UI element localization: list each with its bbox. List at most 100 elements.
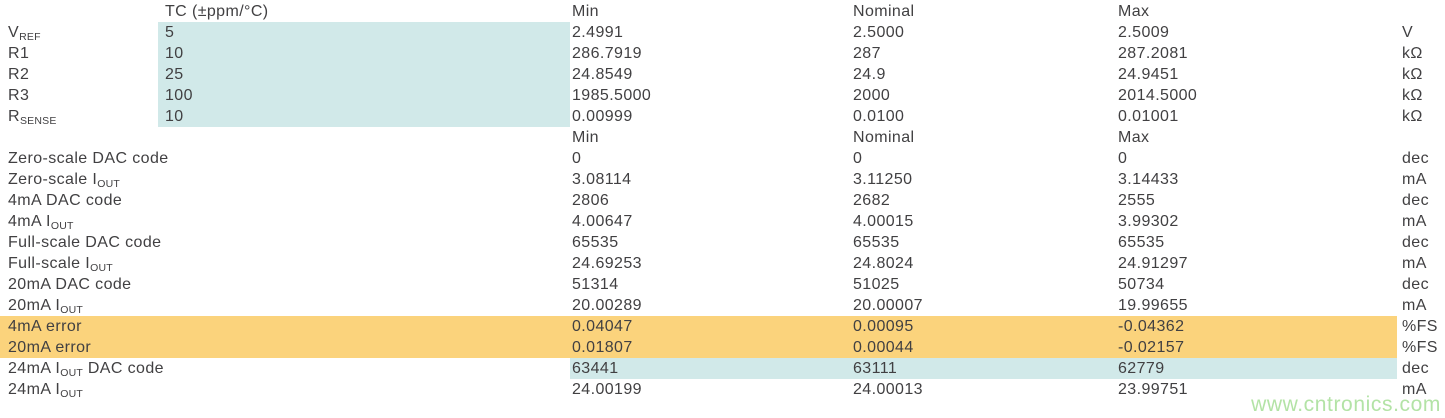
cell-nominal: 20.00007 — [853, 297, 923, 314]
watermark: www.cntronics.com — [1251, 393, 1441, 416]
row-label: 24mA IOUT DAC code — [0, 358, 164, 379]
header-empty-cell — [0, 1, 158, 22]
cell-nominal: 24.8024 — [853, 255, 914, 272]
table-header-row-1: TC (±ppm/°C) Min Nominal Max — [0, 1, 1445, 22]
row-label-subscript: OUT — [90, 262, 113, 274]
cell-nominal: 0.00044 — [852, 337, 1117, 358]
cell-unit: V — [1402, 24, 1414, 41]
column-header-max: Max — [1118, 129, 1150, 146]
cell-max: 3.99302 — [1118, 213, 1179, 230]
cell-max: 62779 — [1117, 358, 1397, 379]
row-label-text: 24mA I — [8, 360, 61, 377]
table-row-full-scale-iout: Full-scale IOUT 24.69253 24.8024 24.9129… — [0, 253, 1445, 274]
cell-tc: 25 — [158, 64, 570, 85]
table-row-4ma-error: 4mA error 0.04047 0.00095 -0.04362 %FS — [0, 316, 1445, 337]
cell-max: 50734 — [1118, 276, 1165, 293]
row-label-text: 20mA I — [8, 297, 61, 314]
row-label-suffix: DAC code — [82, 360, 164, 377]
cell-nominal: 287 — [853, 45, 881, 62]
row-label-subscript: SENSE — [19, 115, 57, 127]
cell-max: 24.91297 — [1118, 255, 1188, 272]
row-label: R1 — [0, 43, 158, 64]
row-label-text: R — [8, 108, 20, 125]
cell-tc — [158, 169, 570, 190]
row-label-text: Zero-scale I — [8, 171, 98, 188]
table-row-zero-scale-iout: Zero-scale IOUT 3.08114 3.11250 3.14433 … — [0, 169, 1445, 190]
cell-max: 2014.5000 — [1118, 87, 1198, 104]
table-row-4ma-iout: 4mA IOUT 4.00647 4.00015 3.99302 mA — [0, 211, 1445, 232]
row-label-subscript: OUT — [60, 388, 83, 400]
cell-unit: mA — [1402, 171, 1427, 188]
cell-nominal: 3.11250 — [853, 171, 913, 188]
cell-max: 23.99751 — [1118, 381, 1188, 398]
row-label-text: R1 — [8, 45, 30, 62]
row-label-subscript: OUT — [60, 304, 83, 316]
row-label: RSENSE — [0, 106, 158, 127]
cell-unit: mA — [1402, 297, 1427, 314]
cell-unit: kΩ — [1402, 66, 1423, 83]
row-label-text: 20mA DAC code — [8, 276, 132, 293]
cell-tc — [158, 148, 570, 169]
row-label-subscript: OUT — [97, 178, 121, 190]
row-label: Zero-scale DAC code — [0, 148, 168, 169]
row-label: 4mA IOUT — [0, 211, 158, 232]
cell-max: 0 — [1118, 150, 1128, 167]
cell-unit: kΩ — [1402, 45, 1423, 62]
cell-max: 2555 — [1118, 192, 1156, 209]
cell-min: 0.04047 — [570, 316, 852, 337]
cell-tc — [158, 337, 570, 358]
table-row-full-scale-dac-code: Full-scale DAC code 65535 65535 65535 de… — [0, 232, 1445, 253]
row-label-text: R3 — [8, 87, 30, 104]
cell-unit: dec — [1402, 234, 1429, 251]
cell-min: 0.01807 — [570, 337, 852, 358]
cell-min: 1985.5000 — [572, 87, 652, 104]
cell-min: 24.69253 — [572, 255, 642, 272]
cell-tc — [158, 274, 570, 295]
row-label: 20mA error — [0, 337, 158, 358]
cell-nominal: 2.5000 — [853, 24, 905, 41]
table-row-24ma-iout: 24mA IOUT 24.00199 24.00013 23.99751 mA — [0, 379, 1445, 400]
column-header-nominal: Nominal — [853, 129, 915, 146]
cell-min: 63441 — [570, 358, 852, 379]
table-row-24ma-iout-dac-code: 24mA IOUT DAC code 63441 63111 62779 dec — [0, 358, 1445, 379]
cell-tc — [158, 358, 570, 379]
cell-nominal: 2682 — [853, 192, 891, 209]
column-header-tc: TC (±ppm/°C) — [165, 3, 269, 20]
cell-tc: 5 — [158, 22, 570, 43]
row-label-text: 4mA I — [8, 213, 51, 230]
cell-tc — [158, 190, 570, 211]
cell-unit: dec — [1402, 150, 1429, 167]
cell-max: 19.99655 — [1118, 297, 1188, 314]
cell-nominal: 2000 — [853, 87, 891, 104]
cell-unit: dec — [1402, 360, 1429, 377]
cell-max: 65535 — [1118, 234, 1165, 251]
cell-min: 51314 — [572, 276, 619, 293]
row-label: Full-scale IOUT — [0, 253, 158, 274]
table-row-rsense: RSENSE 10 0.00999 0.0100 0.01001 kΩ — [0, 106, 1445, 127]
column-header-nominal: Nominal — [853, 3, 915, 20]
row-label: Full-scale DAC code — [0, 232, 162, 253]
cell-nominal: 51025 — [853, 276, 900, 293]
row-label: 4mA DAC code — [0, 190, 158, 211]
row-label-subscript: OUT — [50, 220, 74, 232]
cell-tc — [158, 379, 570, 400]
cell-unit: dec — [1402, 276, 1429, 293]
column-header-min: Min — [572, 129, 599, 146]
cell-min: 0.00999 — [572, 108, 633, 125]
cell-unit: mA — [1402, 381, 1427, 398]
cell-max: -0.02157 — [1117, 337, 1397, 358]
cell-nominal: 65535 — [853, 234, 900, 251]
cell-unit: mA — [1402, 255, 1427, 272]
row-label: R3 — [0, 85, 158, 106]
cell-unit: kΩ — [1402, 108, 1423, 125]
row-label-text: V — [8, 24, 20, 41]
cell-min: 0 — [572, 150, 582, 167]
cell-min: 286.7919 — [572, 45, 642, 62]
cell-min: 24.8549 — [572, 66, 633, 83]
table-row-vref: VREF 5 2.4991 2.5000 2.5009 V — [0, 22, 1445, 43]
cell-min: 4.00647 — [572, 213, 633, 230]
cell-max: 287.2081 — [1118, 45, 1188, 62]
row-label-text: Full-scale DAC code — [8, 234, 162, 251]
row-label: 4mA error — [0, 316, 158, 337]
